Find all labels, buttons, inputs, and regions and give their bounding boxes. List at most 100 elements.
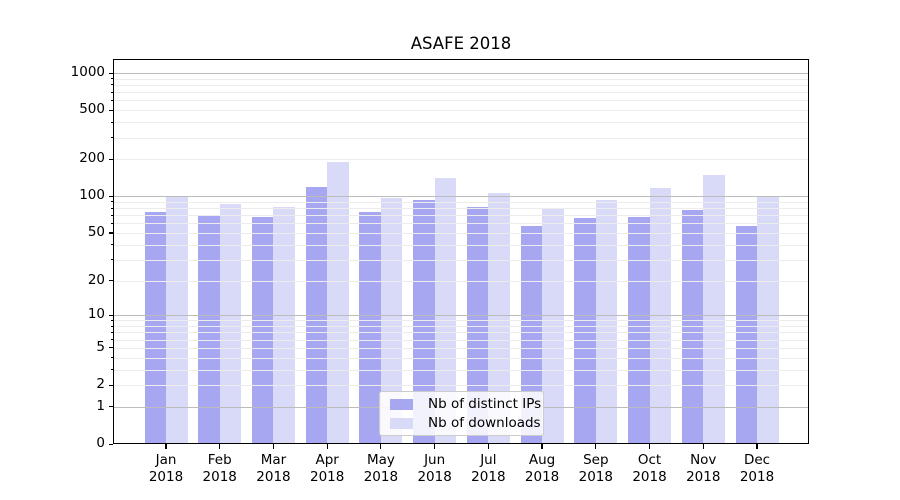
minor-gridline (113, 223, 809, 225)
x-tick-label-jun: Jun 2018 (408, 452, 462, 486)
x-tick-year: 2018 (363, 469, 399, 485)
y-tick (108, 406, 113, 408)
minor-gridline (113, 259, 809, 261)
minor-gridline (113, 232, 809, 234)
bar-downloads-sep (595, 200, 618, 444)
x-tick (756, 444, 758, 449)
bar-downloads-jan (166, 196, 188, 444)
x-tick (648, 444, 651, 449)
minor-gridline (113, 320, 809, 322)
x-tick-year: 2018 (417, 469, 452, 485)
minor-gridline (113, 339, 809, 341)
minor-gridline (113, 92, 809, 94)
minor-gridline (113, 208, 809, 210)
minor-gridline (113, 332, 809, 334)
minor-gridline (113, 122, 809, 124)
y-tick-label: 100 (79, 187, 105, 204)
x-tick-label-oct: Oct 2018 (623, 452, 677, 486)
minor-gridline (113, 369, 809, 371)
y-tick (108, 109, 113, 111)
bar-downloads-nov (703, 174, 725, 444)
x-tick-month: Oct (637, 452, 662, 468)
y-minor-tick (110, 222, 113, 224)
y-minor-tick (110, 369, 113, 371)
x-tick-label-feb: Feb 2018 (193, 452, 247, 486)
x-tick-year: 2018 (309, 469, 345, 485)
x-tick-label-dec: Dec 2018 (730, 452, 784, 486)
x-tick-label-jul: Jul 2018 (461, 452, 515, 486)
minor-gridline (113, 347, 809, 349)
y-minor-tick (110, 207, 113, 209)
legend-item-downloads: Nb of downloads (386, 415, 541, 431)
legend-swatch-distinct-ips (390, 398, 413, 410)
minor-gridline (113, 100, 809, 102)
y-minor-tick (110, 214, 113, 216)
x-tick-month: May (366, 452, 395, 468)
legend-item-distinct-ips: Nb of distinct IPs (386, 396, 541, 412)
legend-label-distinct-ips: Nb of distinct IPs (428, 396, 542, 412)
y-minor-tick (110, 91, 113, 93)
y-minor-tick (110, 339, 113, 340)
y-tick-label: 1 (96, 397, 105, 414)
x-tick (702, 444, 704, 449)
major-gridline (113, 73, 809, 74)
x-tick (380, 444, 382, 449)
x-tick (272, 444, 275, 449)
y-tick (108, 280, 113, 282)
plot-area-frame (113, 59, 809, 444)
minor-gridline (113, 159, 809, 161)
major-gridline (113, 196, 809, 198)
bar-distinct-ips-jul (466, 206, 489, 444)
y-minor-tick (110, 99, 113, 101)
x-tick-year: 2018 (471, 469, 506, 485)
minor-gridline (113, 78, 809, 80)
bar-distinct-ips-dec (735, 225, 757, 444)
minor-gridline (113, 110, 809, 112)
x-tick-month: Sep (583, 452, 609, 468)
minor-gridline (113, 326, 809, 327)
x-tick-month: Dec (743, 452, 771, 468)
x-tick (434, 444, 436, 449)
x-tick-year: 2018 (739, 469, 775, 485)
minor-gridline (113, 244, 809, 246)
x-tick-month: Mar (260, 452, 287, 468)
bar-downloads-dec (757, 196, 779, 444)
bar-downloads-mar (273, 206, 295, 444)
y-tick-label: 5 (96, 338, 105, 355)
x-tick (165, 444, 167, 449)
x-tick-label-aug: Aug 2018 (515, 452, 569, 486)
x-tick-month: Jul (480, 452, 497, 468)
x-tick-year: 2018 (202, 469, 237, 485)
y-tick-label: 20 (87, 271, 105, 288)
minor-gridline (113, 385, 809, 386)
x-tick (595, 444, 597, 449)
legend: Nb of distinct IPs Nb of downloads (379, 391, 544, 436)
bar-downloads-feb (219, 204, 242, 444)
x-tick-month: Feb (207, 452, 232, 468)
bar-distinct-ips-mar (251, 216, 274, 444)
y-tick (108, 314, 113, 316)
minor-gridline (113, 215, 809, 217)
x-tick-label-jan: Jan 2018 (139, 452, 193, 486)
minor-gridline (113, 84, 809, 86)
y-tick-label: 1000 (70, 64, 105, 80)
y-tick-label: 500 (79, 101, 105, 118)
y-minor-tick (110, 78, 113, 80)
x-tick-year: 2018 (632, 469, 667, 485)
x-tick-month: Aug (528, 452, 556, 468)
y-minor-tick (110, 201, 113, 203)
minor-gridline (113, 357, 809, 359)
legend-swatch-downloads (390, 417, 413, 429)
y-tick (108, 158, 113, 160)
x-tick-month: Nov (690, 452, 717, 468)
y-tick (108, 443, 113, 445)
x-tick (541, 444, 543, 449)
minor-gridline (113, 280, 809, 282)
y-minor-tick (110, 325, 113, 327)
bar-distinct-ips-may (359, 212, 381, 444)
y-tick-label: 200 (79, 150, 105, 167)
